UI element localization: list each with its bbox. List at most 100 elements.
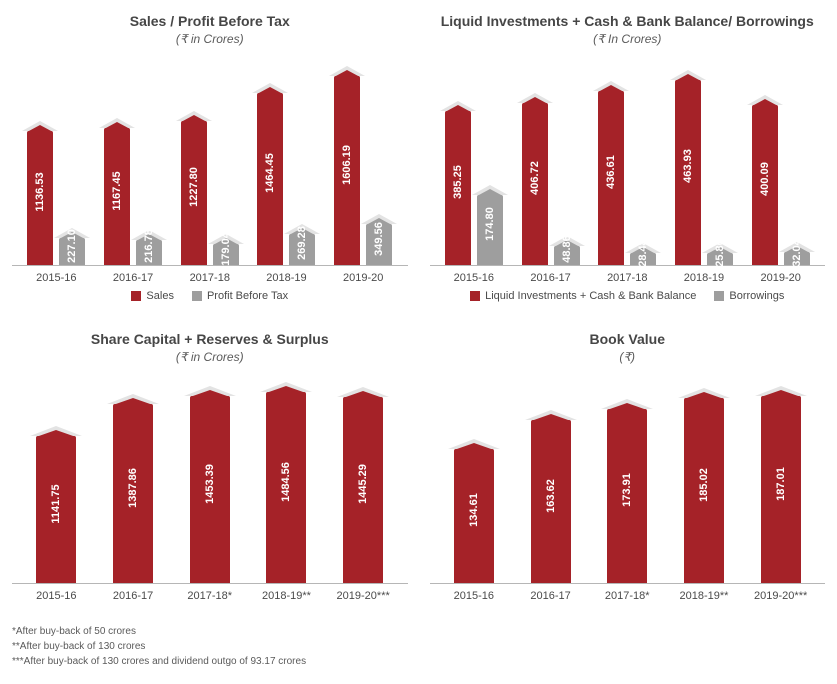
- bar: 1167.45: [104, 128, 130, 265]
- bar-arrow-fill: [675, 74, 701, 81]
- bar-value-label: 163.62: [545, 479, 557, 513]
- bar: 463.93: [675, 80, 701, 266]
- chart-plot: 134.61 163.62 173.91 185.02 187.01: [430, 374, 826, 584]
- chart-subtitle: (₹): [619, 350, 635, 364]
- bar-group: 187.01: [761, 396, 801, 583]
- chart-subtitle: (₹ in Crores): [176, 32, 244, 46]
- bar-value-label: 187.01: [775, 467, 787, 501]
- x-axis-label: 2018-19**: [248, 590, 325, 602]
- bar-arrow-fill: [181, 115, 207, 122]
- bar-value-label: 1445.29: [357, 464, 369, 504]
- x-axis: 2015-162016-172017-18*2018-19**2019-20**…: [430, 590, 826, 602]
- bar-value-label: 463.93: [682, 150, 694, 184]
- chart-liquid-borrowings: Liquid Investments + Cash & Bank Balance…: [430, 12, 826, 302]
- bar-value-label: 134.61: [468, 493, 480, 527]
- legend-swatch: [192, 291, 202, 301]
- bar-group: 406.7248.86: [522, 103, 580, 266]
- x-axis-label: 2017-18: [589, 272, 666, 284]
- legend-swatch: [131, 291, 141, 301]
- bar-group: 1167.45 216.78: [104, 128, 162, 265]
- bar: 28.48: [630, 253, 656, 265]
- chart-title: Book Value: [590, 330, 665, 348]
- bar-group: 400.0932.04: [752, 105, 810, 265]
- bar-value-label: 1484.56: [280, 462, 292, 502]
- legend: SalesProfit Before Tax: [131, 290, 288, 302]
- bar-value-label: 185.02: [698, 468, 710, 502]
- x-axis-label: 2015-16: [18, 590, 95, 602]
- legend-label: Profit Before Tax: [207, 290, 288, 302]
- bar-value-label: 1141.75: [50, 484, 62, 523]
- bar-value-label: 349.56: [373, 222, 385, 256]
- bar-value-label: 227.10: [66, 229, 78, 263]
- bar-value-label: 1464.45: [264, 153, 276, 193]
- bar: 134.61: [454, 449, 494, 584]
- bar-group: 1484.56: [266, 392, 306, 584]
- bar: 185.02: [684, 398, 724, 583]
- bar: 25.80: [707, 253, 733, 265]
- bar-arrow-fill: [257, 87, 283, 94]
- x-axis-label: 2016-17: [95, 272, 172, 284]
- bar-group: 1387.86: [113, 404, 153, 583]
- chart-title: Share Capital + Reserves & Surplus: [91, 330, 329, 348]
- x-axis-label: 2016-17: [512, 272, 589, 284]
- bar-value-label: 1167.45: [111, 171, 123, 210]
- bar: 163.62: [531, 420, 571, 584]
- x-axis-label: 2015-16: [18, 272, 95, 284]
- chart-subtitle: (₹ In Crores): [593, 32, 661, 46]
- x-axis-label: 2015-16: [436, 590, 513, 602]
- bar-value-label: 269.28: [296, 227, 308, 261]
- bar-group: 1453.39: [190, 396, 230, 584]
- x-axis-label: 2019-20***: [325, 590, 402, 602]
- bar: 1136.53: [27, 131, 53, 265]
- x-axis-label: 2018-19: [248, 272, 325, 284]
- chart-share-capital: Share Capital + Reserves & Surplus (₹ in…: [12, 330, 408, 602]
- bar-group: 1464.45 269.28: [257, 93, 315, 265]
- footnote-line: *After buy-back of 50 crores: [12, 624, 825, 639]
- bar: 349.56: [366, 224, 392, 265]
- bar-value-label: 28.48: [637, 239, 649, 267]
- bar: 400.09: [752, 105, 778, 265]
- bar-group: 163.62: [531, 420, 571, 584]
- x-axis: 2015-162016-172017-182018-192019-20: [430, 272, 826, 284]
- bar-arrow-fill: [445, 105, 471, 112]
- bar-value-label: 1387.86: [127, 468, 139, 508]
- x-axis-label: 2017-18: [171, 272, 248, 284]
- legend-item: Profit Before Tax: [192, 290, 288, 302]
- x-axis: 2015-162016-172017-18*2018-19**2019-20**…: [12, 590, 408, 602]
- bar-value-label: 1136.53: [34, 173, 46, 212]
- bar: 173.91: [607, 409, 647, 583]
- x-axis-label: 2017-18*: [171, 590, 248, 602]
- chart-plot: 1136.53227.101167.45216.781227.80179.041…: [12, 56, 408, 266]
- x-axis-label: 2018-19**: [666, 590, 743, 602]
- bar-arrow-fill: [36, 430, 76, 437]
- bar-arrow-fill: [598, 85, 624, 92]
- bar-arrow-fill: [104, 122, 130, 129]
- bar-arrow-fill: [761, 390, 801, 397]
- bar: 1141.75: [36, 436, 76, 583]
- bar-arrow-fill: [477, 189, 503, 196]
- bar: 1606.19: [334, 76, 360, 265]
- bar-group: 173.91: [607, 409, 647, 583]
- bar-group: 134.61: [454, 449, 494, 584]
- chart-subtitle: (₹ in Crores): [176, 350, 244, 364]
- bar-value-label: 173.91: [621, 474, 633, 508]
- bar: 269.28: [289, 234, 315, 266]
- legend: Liquid Investments + Cash & Bank Balance…: [470, 290, 784, 302]
- bar-group: 1445.29: [343, 397, 383, 583]
- x-axis: 2015-162016-172017-182018-192019-20: [12, 272, 408, 284]
- bar: 174.80: [477, 195, 503, 265]
- bar-arrow-fill: [607, 403, 647, 410]
- bar-arrow-fill: [266, 386, 306, 393]
- bar-group: 385.25174.80: [445, 111, 503, 265]
- bar-value-label: 216.78: [143, 230, 155, 264]
- chart-book-value: Book Value (₹) 134.61163.62173.91185.021…: [430, 330, 826, 602]
- bar-value-label: 1606.19: [341, 145, 353, 185]
- bar-arrow-fill: [531, 414, 571, 421]
- bar: 436.61: [598, 91, 624, 266]
- bar-group: 185.02: [684, 398, 724, 583]
- bar: 48.86: [554, 246, 580, 266]
- bar-arrow-fill: [684, 392, 724, 399]
- chart-plot: 385.25174.80 406.7248.86 436.61 28.48 463.93…: [430, 56, 826, 266]
- bar-group: 436.61 28.48: [598, 91, 656, 266]
- bar-arrow-fill: [27, 125, 53, 132]
